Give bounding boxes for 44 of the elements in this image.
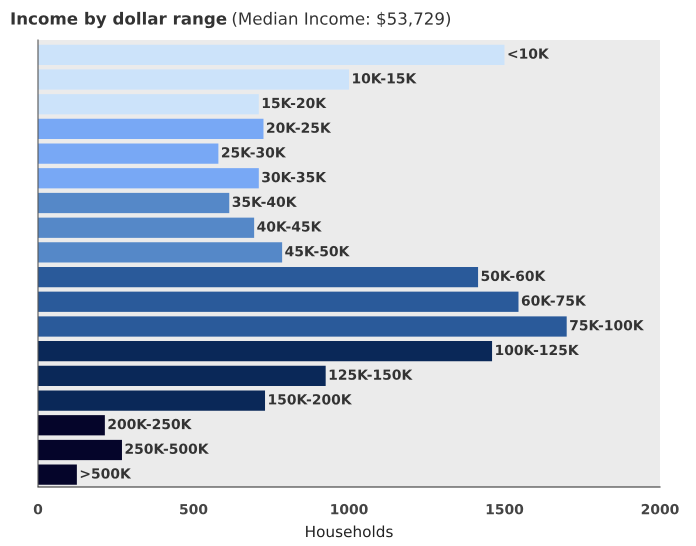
bar [38,440,122,460]
bar [38,341,492,362]
bar [38,242,282,263]
bar [38,292,518,312]
x-tick-label: 0 [34,504,42,514]
y-tick-label: 125K-150K [330,369,413,380]
bar [38,366,326,386]
y-tick-label: 50K-60K [482,270,546,282]
bar [38,266,478,288]
x-tick-label: 500 [180,504,208,514]
x-axis-title: Households [306,525,393,538]
bar [38,218,254,238]
y-tick-label: 30K-35K [262,172,326,182]
chart-subtitle: (Median Income: $53,729) [232,12,450,28]
y-tick-label: 20K-25K [267,122,332,133]
x-tick-label: 1000 [331,504,368,514]
y-tick-label: <10K [508,48,550,59]
bar [38,69,349,90]
y-tick-label: 40K-45K [257,221,322,232]
bar [38,94,259,114]
y-tick-label: 150K-200K [269,394,352,405]
y-tick-label: 15K-20K [262,98,326,108]
x-tick-label: 1500 [486,504,524,514]
bar [38,143,218,164]
bar [38,44,504,65]
bar [38,316,567,337]
bar [38,415,105,436]
y-tick-label: 45K-50K [285,246,350,256]
bar [38,464,77,485]
bar [38,168,259,188]
y-tick-label: 100K-125K [496,344,580,356]
y-tick-label: >500K [80,468,132,479]
y-tick-label: 25K-30K [222,147,286,158]
chart-title: Income by dollar range [12,12,226,28]
bar [38,390,266,411]
bar [38,192,230,214]
y-tick-label: 35K-40K [232,196,297,208]
y-tick-label: 75K-100K [570,320,644,331]
bar [38,118,264,140]
x-tick-label: 2000 [642,504,679,514]
y-tick-label: 60K-75K [522,295,586,306]
y-tick-label: 250K-500K [126,443,209,454]
y-tick-label: 200K-250K [108,418,192,430]
y-tick-label: 10K-15K [353,73,417,84]
